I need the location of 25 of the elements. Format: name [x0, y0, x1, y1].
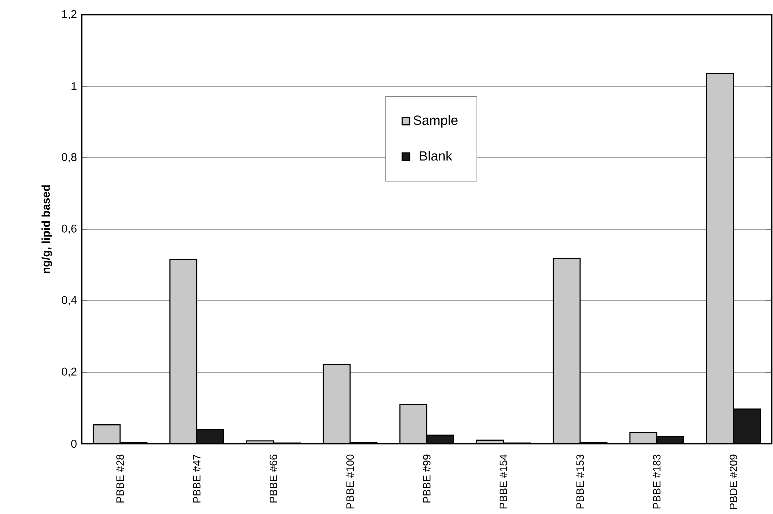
y-axis-title: ng/g, lipid based	[42, 186, 52, 274]
x-tick-label: PBBE #183	[653, 454, 661, 509]
y-tick-label: 0,2	[62, 368, 77, 378]
x-tick-label: PBBE #153	[576, 454, 584, 509]
x-tick-label: PBBE #99	[423, 454, 431, 503]
x-tick-label: PBDE #209	[730, 454, 738, 510]
bar	[400, 404, 428, 444]
x-tick-label: PBBE #47	[193, 454, 201, 503]
y-tick-label: 1,2	[62, 10, 77, 20]
x-tick-label: PBBE #100	[346, 454, 354, 509]
legend-label: Blank	[420, 151, 452, 161]
bar	[322, 364, 351, 444]
x-tick-label: PBBE #154	[500, 454, 508, 509]
y-tick-label: 0	[71, 440, 77, 448]
x-tick-label: PBBE #66	[270, 454, 278, 503]
y-tick-label: 0,4	[62, 296, 77, 306]
x-tick-label: PBBE #28	[116, 454, 124, 503]
bar	[92, 424, 121, 444]
bar	[552, 258, 581, 444]
y-tick-label: 0,8	[62, 153, 77, 163]
y-tick-label: 1	[72, 82, 77, 90]
y-tick-label: 0,6	[62, 224, 77, 234]
legend-label: Sample	[414, 115, 458, 128]
bar	[706, 73, 734, 444]
bar	[170, 259, 198, 444]
